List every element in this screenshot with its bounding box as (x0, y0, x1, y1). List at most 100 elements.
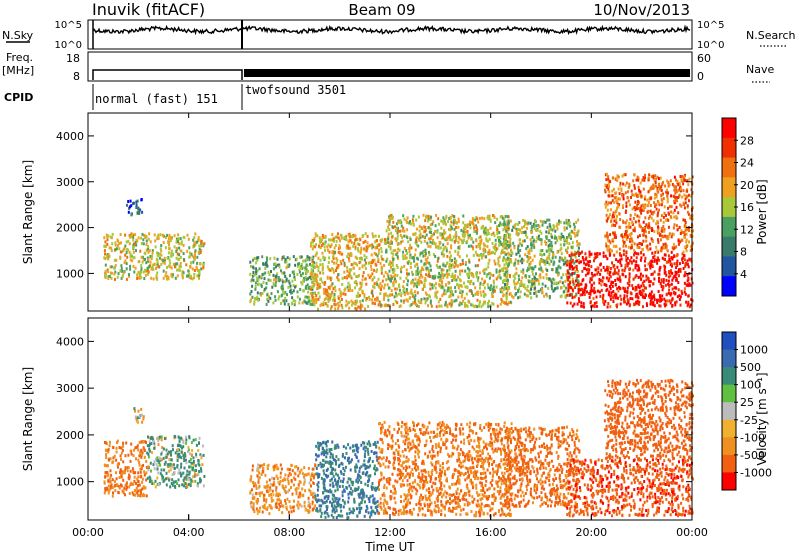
echo-cell (147, 258, 150, 262)
echo-cell (275, 280, 277, 284)
echo-cell (561, 281, 564, 285)
echo-cell (667, 279, 670, 283)
echo-cell (405, 276, 408, 280)
echo-cell (526, 284, 529, 288)
echo-cell (548, 252, 551, 256)
echo-cell (531, 269, 534, 273)
echo-cell (579, 293, 582, 297)
echo-cell (329, 285, 332, 289)
echo-cell (482, 230, 485, 234)
echo-cell (679, 232, 682, 235)
echo-cell (160, 249, 163, 253)
echo-cell (493, 234, 496, 238)
echo-cell (438, 265, 441, 269)
echo-cell (256, 291, 259, 295)
echo-cell (559, 237, 562, 241)
echo-cell (660, 229, 663, 233)
echo-cell (387, 237, 390, 241)
echo-cell (682, 218, 685, 222)
echo-cell (109, 457, 112, 461)
echo-cell (574, 279, 577, 283)
echo-cell (170, 453, 172, 457)
echo-cell (476, 279, 479, 283)
echo-cell (521, 257, 523, 261)
echo-cell (638, 268, 641, 272)
echo-cell (136, 491, 139, 495)
echo-cell (314, 276, 317, 280)
echo-cell (443, 289, 446, 292)
echo-cell (466, 272, 469, 276)
echo-cell (465, 223, 468, 227)
echo-cell (534, 219, 536, 223)
echo-cell (685, 283, 688, 287)
echo-cell (429, 287, 432, 291)
echo-cell (406, 236, 409, 240)
echo-cell (293, 270, 295, 274)
echo-cell (121, 448, 124, 452)
echo-cell (171, 478, 174, 482)
echo-cell (504, 240, 507, 244)
echo-cell (310, 241, 313, 245)
echo-cell (363, 254, 366, 258)
echo-cell (549, 243, 552, 247)
echo-cell (170, 249, 173, 253)
echo-cell (110, 236, 113, 240)
echo-cell (113, 454, 116, 458)
echo-cell (597, 270, 600, 274)
echo-cell (110, 249, 113, 253)
echo-cell (316, 279, 318, 283)
echo-cell (552, 252, 555, 256)
echo-cell (582, 290, 584, 294)
echo-cell (123, 261, 126, 265)
echo-cell (503, 263, 506, 267)
echo-cell (425, 262, 427, 266)
echo-cell (476, 292, 479, 296)
echo-cell (113, 266, 116, 270)
echo-cell (638, 188, 641, 192)
echo-cell (402, 257, 405, 261)
echo-cell (299, 265, 302, 269)
echo-cell (455, 278, 458, 282)
echo-cell (634, 275, 637, 279)
echo-cell (265, 302, 268, 306)
echo-cell (412, 221, 415, 224)
echo-cell (690, 245, 692, 249)
echo-cell (149, 240, 152, 244)
echo-cell (389, 293, 391, 297)
echo-cell (636, 175, 639, 179)
echo-cell (376, 282, 379, 286)
echo-cell (386, 272, 389, 276)
echo-cell (509, 219, 512, 223)
echo-cell (403, 291, 406, 295)
echo-cell (637, 275, 640, 279)
echo-cell (300, 263, 303, 266)
echo-cell (319, 263, 322, 267)
echo-cell (291, 291, 294, 295)
echo-cell (145, 494, 148, 498)
echo-cell (625, 254, 628, 258)
echo-cell (191, 454, 193, 457)
colorbar-segment (722, 157, 736, 178)
echo-cell (684, 228, 687, 232)
echo-cell (539, 219, 542, 223)
echo-cell (657, 225, 660, 229)
echo-cell (521, 276, 524, 280)
echo-cell (464, 285, 467, 289)
echo-cell (477, 220, 480, 224)
echo-cell (491, 242, 494, 245)
echo-cell (568, 265, 571, 269)
echo-cell (637, 235, 639, 239)
echo-cell (488, 276, 491, 280)
nave-label: Nave (746, 63, 774, 76)
echo-cell (653, 259, 656, 263)
echo-cell (663, 297, 666, 301)
echo-cell (130, 452, 133, 456)
echo-cell (514, 293, 517, 297)
echo-cell (374, 297, 377, 301)
echo-cell (622, 182, 625, 186)
echo-cell (304, 268, 307, 272)
echo-cell (655, 195, 658, 199)
echo-cell (360, 246, 363, 250)
echo-cell (329, 245, 332, 249)
